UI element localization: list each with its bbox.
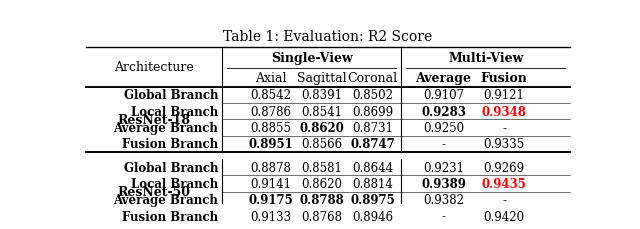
Text: Fusion: Fusion	[481, 72, 527, 85]
Text: 0.8786: 0.8786	[250, 105, 291, 118]
Text: 0.8541: 0.8541	[301, 105, 342, 118]
Text: 0.8391: 0.8391	[301, 89, 342, 102]
Text: Single-View: Single-View	[271, 52, 353, 65]
Text: 0.9283: 0.9283	[421, 105, 466, 118]
Text: Fusion Branch: Fusion Branch	[122, 210, 218, 223]
Text: 0.8768: 0.8768	[301, 210, 342, 223]
Text: 0.9382: 0.9382	[423, 194, 464, 206]
Text: -: -	[502, 194, 506, 206]
Text: 0.9231: 0.9231	[423, 161, 464, 174]
Text: 0.8747: 0.8747	[350, 138, 395, 151]
Text: 0.8731: 0.8731	[352, 122, 393, 134]
Text: 0.9389: 0.9389	[421, 177, 466, 190]
Text: 0.8814: 0.8814	[352, 177, 393, 190]
Text: 0.9141: 0.9141	[250, 177, 291, 190]
Text: 0.9435: 0.9435	[482, 177, 527, 190]
Text: Average Branch: Average Branch	[113, 194, 218, 206]
Text: -: -	[442, 210, 445, 223]
Text: 0.9348: 0.9348	[482, 105, 527, 118]
Text: 0.9175: 0.9175	[248, 194, 293, 206]
Text: Global Branch: Global Branch	[124, 161, 218, 174]
Text: Coronal: Coronal	[348, 72, 397, 85]
Text: 0.8644: 0.8644	[352, 161, 393, 174]
Text: ResNet-18: ResNet-18	[118, 113, 191, 126]
Text: 0.8946: 0.8946	[352, 210, 393, 223]
Text: 0.9335: 0.9335	[483, 138, 525, 151]
Text: Average: Average	[415, 72, 472, 85]
Text: 0.8502: 0.8502	[352, 89, 393, 102]
Text: 0.8878: 0.8878	[250, 161, 291, 174]
Text: 0.8855: 0.8855	[250, 122, 291, 134]
Text: Local Branch: Local Branch	[131, 105, 218, 118]
Text: Table 1: Evaluation: R2 Score: Table 1: Evaluation: R2 Score	[223, 30, 433, 44]
Text: Sagittal: Sagittal	[297, 72, 347, 85]
Text: 0.8975: 0.8975	[350, 194, 395, 206]
Text: 0.9420: 0.9420	[483, 210, 525, 223]
Text: Architecture: Architecture	[115, 61, 194, 74]
Text: 0.8542: 0.8542	[250, 89, 291, 102]
Text: 0.8951: 0.8951	[248, 138, 293, 151]
Text: 0.8566: 0.8566	[301, 138, 342, 151]
Text: 0.9250: 0.9250	[423, 122, 464, 134]
Text: 0.8620: 0.8620	[301, 177, 342, 190]
Text: Average Branch: Average Branch	[113, 122, 218, 134]
Text: Axial: Axial	[255, 72, 287, 85]
Text: Global Branch: Global Branch	[124, 89, 218, 102]
Text: 0.9121: 0.9121	[484, 89, 525, 102]
Text: 0.8699: 0.8699	[352, 105, 393, 118]
Text: 0.9107: 0.9107	[423, 89, 464, 102]
Text: 0.9269: 0.9269	[483, 161, 525, 174]
Text: 0.9133: 0.9133	[250, 210, 292, 223]
Text: -: -	[442, 138, 445, 151]
Text: 0.8788: 0.8788	[300, 194, 344, 206]
Text: Local Branch: Local Branch	[131, 177, 218, 190]
Text: 0.8620: 0.8620	[300, 122, 344, 134]
Text: 0.8581: 0.8581	[301, 161, 342, 174]
Text: Fusion Branch: Fusion Branch	[122, 138, 218, 151]
Text: Multi-View: Multi-View	[448, 52, 524, 65]
Text: ResNet-50: ResNet-50	[118, 185, 191, 198]
Text: -: -	[502, 122, 506, 134]
